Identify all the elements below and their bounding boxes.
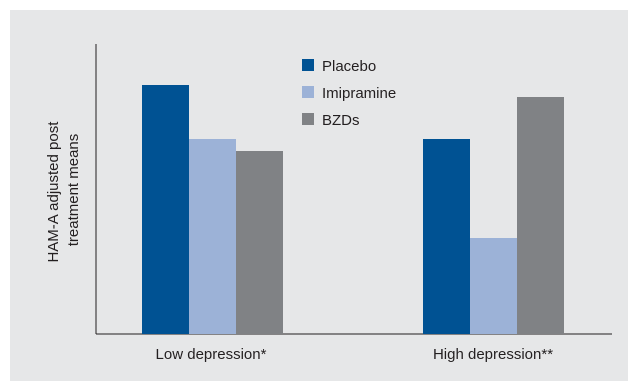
legend: Placebo Imipramine BZDs — [302, 58, 396, 129]
bar-placebo-low-depression — [142, 85, 189, 334]
y-axis-title-line-2: treatment means — [65, 134, 82, 247]
x-tick-label-low-depression: Low depression* — [156, 346, 267, 363]
y-axis-title-line-1: HAM-A adjusted post — [45, 121, 62, 263]
bar-imipramine-high-depression — [470, 238, 517, 334]
bar-imipramine-low-depression — [189, 139, 236, 334]
x-tick-label-high-depression: High depression** — [433, 346, 553, 363]
bar-placebo-high-depression — [423, 139, 470, 334]
legend-label-placebo: Placebo — [322, 58, 376, 75]
bar-bzds-high-depression — [517, 97, 564, 334]
y-axis-title: HAM-A adjusted post treatment means — [45, 117, 82, 262]
bar-bzds-low-depression — [236, 151, 283, 334]
legend-swatch-imipramine — [302, 86, 314, 98]
legend-label-imipramine: Imipramine — [322, 85, 396, 102]
legend-label-bzds: BZDs — [322, 112, 360, 129]
legend-swatch-placebo — [302, 59, 314, 71]
legend-swatch-bzds — [302, 113, 314, 125]
bars-group — [142, 85, 564, 334]
